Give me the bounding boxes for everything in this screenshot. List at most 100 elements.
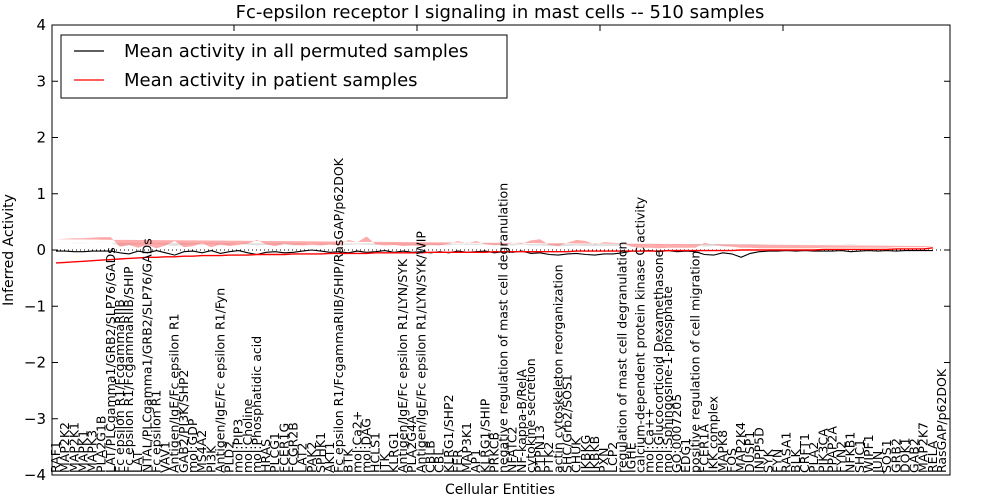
x-category-label: FOS: [724, 448, 739, 473]
x-category-label: mol:Ca++: [642, 408, 657, 473]
x-category-label: mol:Glucocorticoid Dexamethasone: [651, 249, 666, 473]
x-category-label: PLD2: [222, 441, 237, 473]
x-category-label: mol:Choline: [240, 398, 255, 473]
x-category-label: NFKB1: [843, 432, 858, 473]
x-category-label: VAV1: [158, 441, 173, 473]
x-category-label: INPP5D: [751, 427, 766, 473]
x-category-label: SHC/Grb2/SOS1: [560, 374, 575, 473]
x-category-label: calcium-dependent protein kinase C activ…: [633, 196, 648, 473]
x-category-label: WIPF1: [861, 434, 876, 473]
y-tick-label: −2: [24, 354, 46, 372]
x-category-label: ITK: [377, 453, 392, 473]
legend-label-patient: Mean activity in patient samples: [124, 70, 418, 91]
legend-label-permuted: Mean activity in all permuted samples: [124, 41, 468, 62]
x-category-label: NFATC2: [505, 426, 520, 473]
x-category-label: DOK1: [898, 437, 913, 473]
x-category-label: positive regulation of cell migration: [687, 251, 702, 473]
x-category-label: mol:Sphingosine-1-phosphate: [660, 286, 675, 473]
x-category-label: IGHE: [623, 442, 638, 473]
x-category-label: CBL: [432, 449, 447, 473]
plot-area: −4−3−2−101234RAF1MAP2K2MAP2K1MAPK1MAPK3P…: [24, 16, 951, 484]
x-category-label: DUSP1: [742, 431, 757, 473]
x-category-label: FCER1G: [276, 423, 291, 473]
x-category-label: FCER1A: [697, 424, 712, 473]
x-category-label: mol:PIP3: [231, 419, 246, 473]
x-category-label: GAB2: [907, 438, 922, 473]
x-category-label: mol:DAG: [359, 418, 374, 473]
x-category-label: FCGR2B: [286, 422, 301, 473]
x-category-label: Antigen/IgE/Fc epsilon R1: [167, 313, 182, 473]
x-category-label: RELA: [925, 440, 940, 473]
x-category-label: RasGAP/p62DOK: [934, 368, 949, 473]
x-category-label: SHC1: [852, 439, 867, 473]
x-category-label: FYN: [770, 449, 785, 473]
x-category-label: CRFT1: [797, 433, 812, 473]
x-category-label: IKK complex: [706, 396, 721, 473]
x-category-label: IKBKB: [587, 436, 602, 473]
x-category-label: Fc epsilon R1/FcgammaRIIB/SHIP/RasGAP/p6…: [331, 157, 346, 473]
x-category-label: GRB2: [888, 438, 903, 473]
x-category-label: LCP2: [605, 442, 620, 473]
x-category-label: MAPK8: [715, 430, 730, 473]
y-tick-label: −4: [24, 466, 46, 484]
x-category-label: mol:Ca2+: [349, 411, 364, 473]
x-axis-label: Cellular Entities: [445, 482, 555, 498]
x-category-label: MAP2K4: [733, 422, 748, 473]
x-category-label: PRKCB: [486, 432, 501, 473]
x-category-label: PLA2G4A: [404, 415, 419, 473]
x-category-label: PLA2G1B: [94, 415, 109, 473]
x-category-label: MAP2K1: [66, 422, 81, 473]
x-category-label: RASA1: [779, 432, 794, 473]
x-category-label: KLRG1: [386, 432, 401, 474]
x-category-label: MAP3K1: [459, 422, 474, 473]
x-category-label: SPHK1: [313, 432, 328, 473]
x-category-label: BTK: [340, 448, 355, 473]
x-category-label: mol:Phosphatidic acid: [249, 336, 264, 473]
x-category-label: NTAL/PLCgamma1/GRB2/SLP76/GADs: [139, 238, 154, 473]
x-category-label: mol:GDP: [185, 418, 200, 473]
x-category-label: FYN2: [834, 441, 849, 473]
x-category-label: SYK: [761, 448, 776, 473]
y-tick-label: −3: [24, 410, 46, 428]
x-category-label: PLCG1: [267, 432, 282, 473]
x-category-label: MAPK1: [75, 430, 90, 473]
y-tick-label: 4: [36, 16, 46, 34]
x-category-label: EDG1: [678, 438, 693, 473]
x-category-label: Fc epsilon R1/FcgammaRIIB: [112, 299, 127, 473]
x-category-label: CBLB: [423, 440, 438, 473]
x-category-label: GAB2/PI3K/SHP2: [176, 370, 191, 473]
x-category-label: JUN: [870, 451, 885, 474]
y-tick-label: 0: [36, 241, 46, 259]
legend: Mean activity in all permuted samples Me…: [60, 34, 508, 99]
x-category-label: CHUK: [569, 437, 584, 473]
x-category-label: PIK3CA: [815, 428, 830, 473]
chart-title: Fc-epsilon receptor I signaling in mast …: [236, 2, 765, 23]
x-category-label: SOS1: [879, 439, 894, 473]
x-category-label: PPAP2A: [824, 426, 839, 473]
x-category-label: IKBKG: [578, 435, 593, 473]
x-category-label: MAP2K7: [916, 422, 931, 473]
x-category-label: KLRG1/SHIP: [477, 398, 492, 473]
y-tick-label: 1: [36, 185, 46, 203]
y-axis-label: Inferred Activity: [1, 194, 17, 306]
x-category-label: MAP2K2: [57, 422, 72, 473]
x-category-label: Antigen/IgE/Fc epsilon R1/LYN/SYK/WIP: [413, 231, 428, 473]
x-category-label: PLA2: [806, 442, 821, 473]
x-category-label: PI3K: [203, 445, 218, 473]
patient-mean-line: [55, 247, 933, 264]
x-category-label: Fc epsilon R1: [149, 390, 164, 473]
x-category-label: AKT1: [322, 442, 337, 473]
x-category-label: regulation of mast cell degranulation: [614, 242, 629, 473]
x-category-label: PTPN13: [532, 425, 547, 473]
x-category-label: PTK2: [541, 442, 556, 473]
x-category-label: HRAS: [258, 439, 273, 473]
legend-box: [60, 34, 508, 99]
x-category-label: LAT/PLCgamma1/GRB2/SLP76/GADs: [103, 247, 118, 473]
x-category-label: AP1: [468, 449, 483, 473]
y-tick-label: 3: [36, 72, 46, 90]
x-category-label: BLK: [788, 448, 803, 473]
x-category-label: KLRG1/SHP2: [441, 394, 456, 473]
x-category-label: RAF1: [48, 441, 63, 473]
x-category-label: Antigen/IgE/Fc epsilon R1/LYN/SYK: [395, 258, 410, 473]
